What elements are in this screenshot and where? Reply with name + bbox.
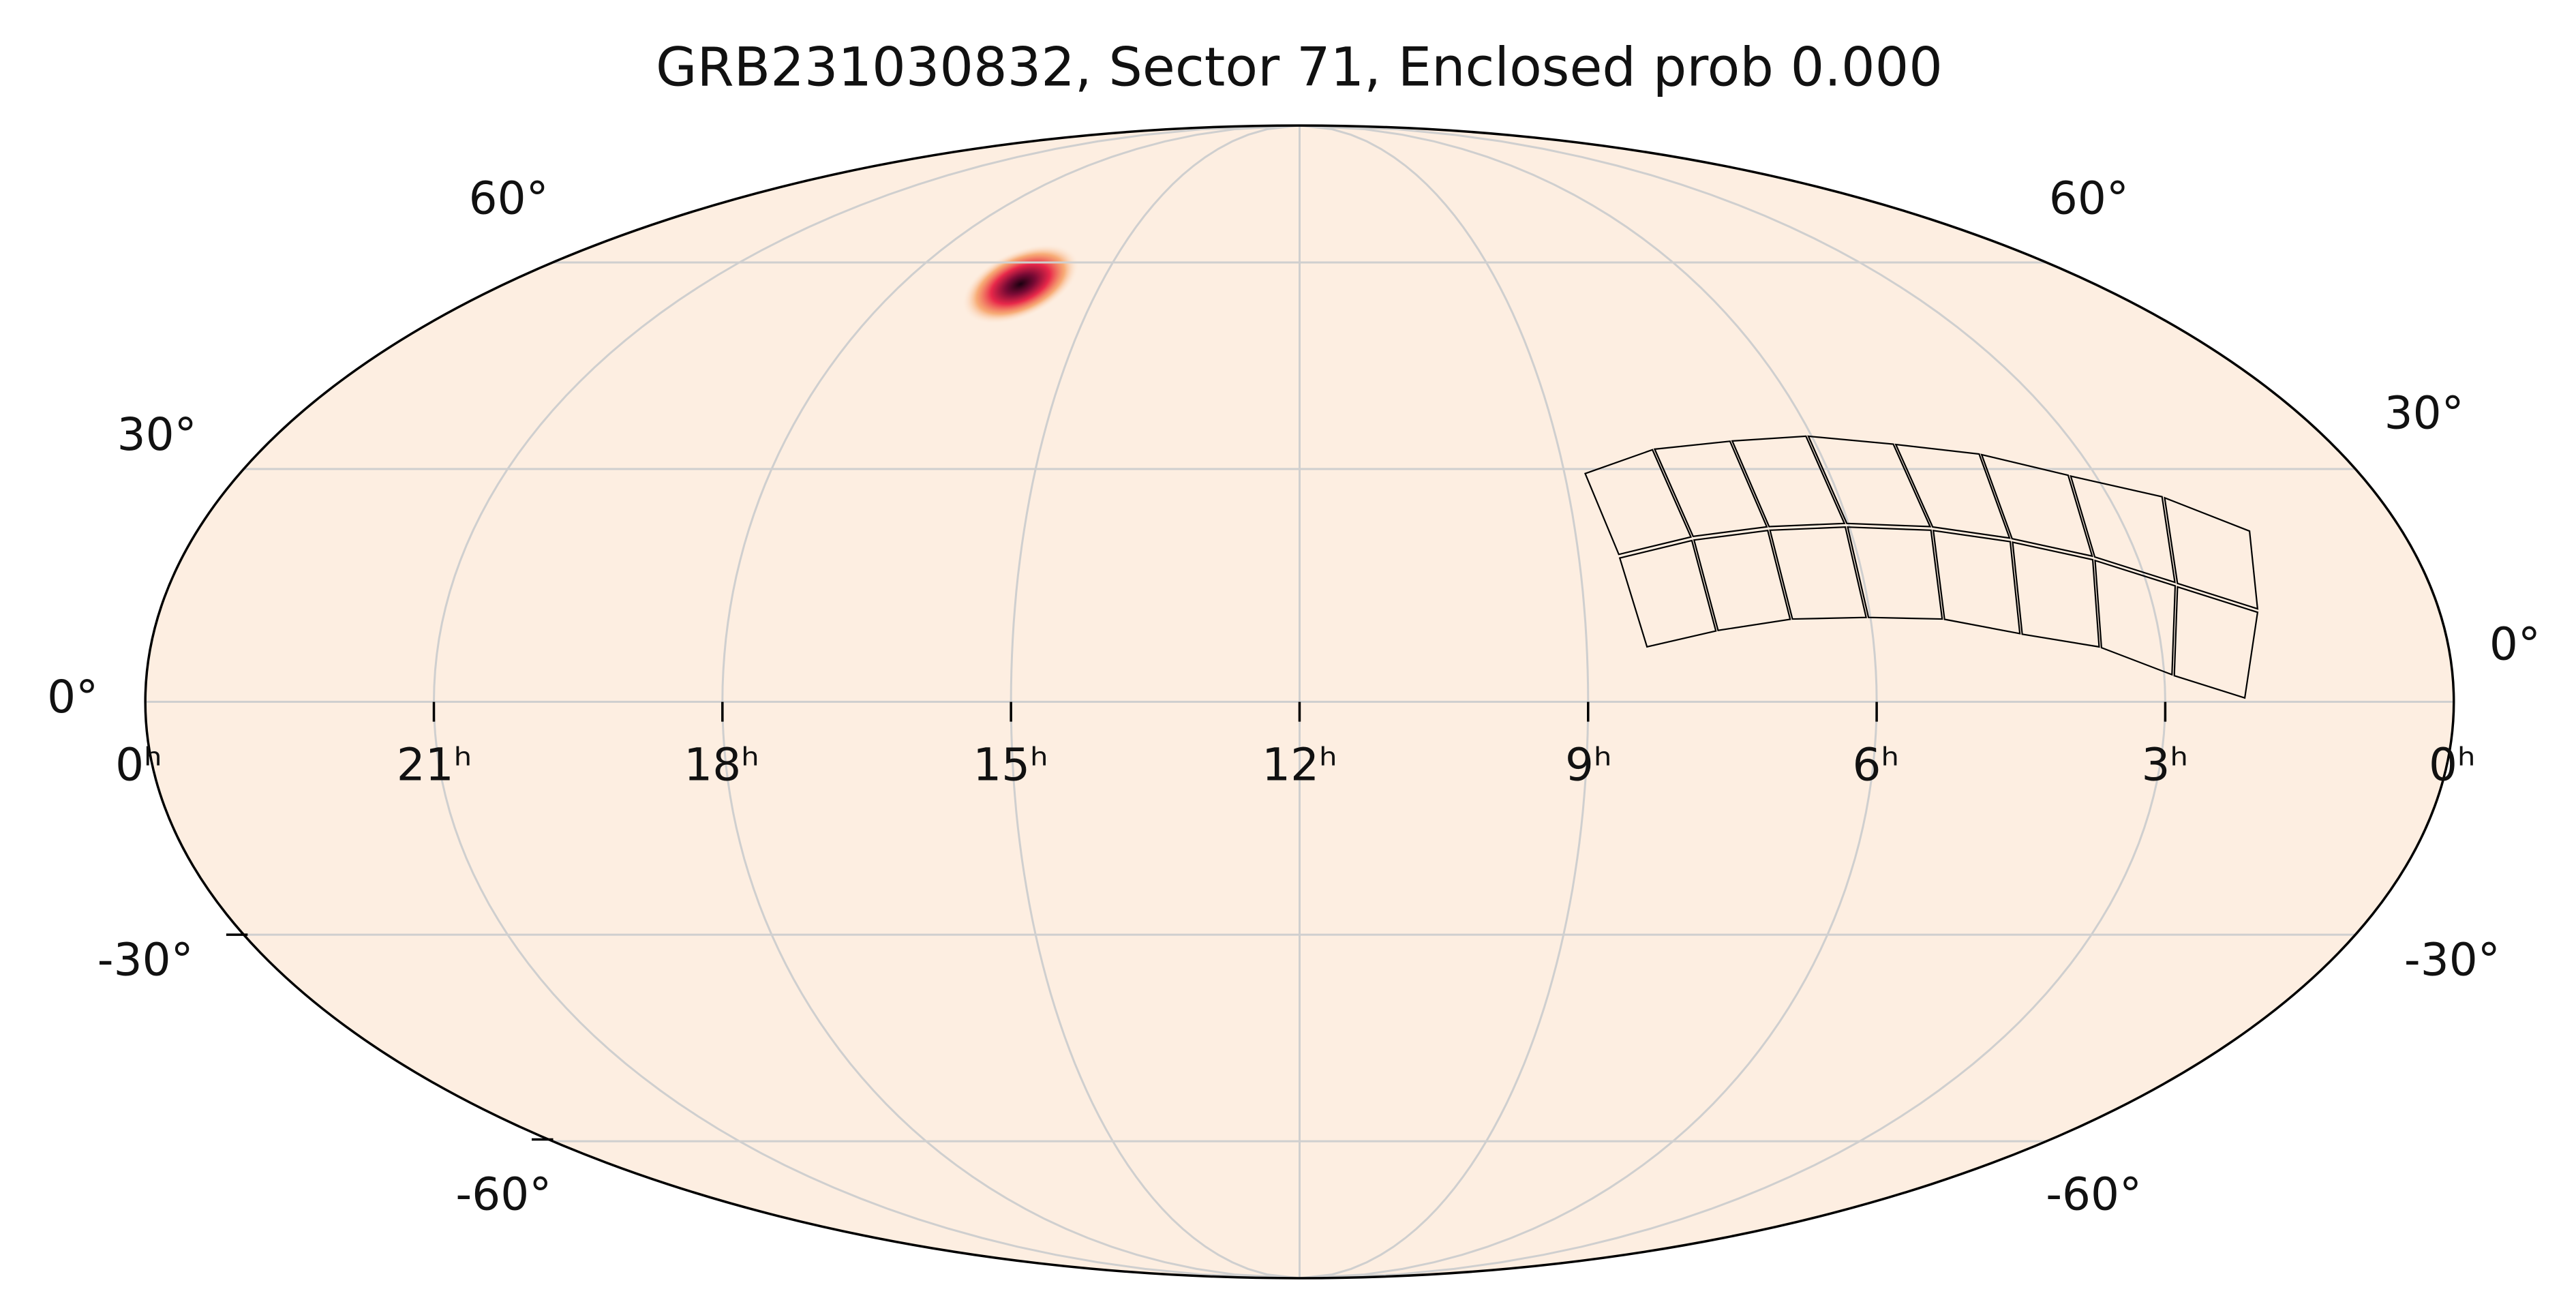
dec-label: 0° [2489, 618, 2541, 671]
tile-footprint [1653, 440, 1768, 537]
dec-label: -30° [2404, 933, 2500, 986]
tile-footprint [2164, 496, 2259, 610]
tile-footprint [1731, 435, 1846, 528]
meridian [721, 124, 1300, 1280]
tile-footprint [1807, 435, 1932, 528]
tile-footprint [1847, 526, 1943, 620]
dec-label: 30° [117, 408, 197, 461]
meridian [1299, 124, 2166, 1280]
dec-label: 0° [47, 671, 98, 723]
ra-label: 12ʰ [1262, 738, 1337, 791]
ra-label: 21ʰ [397, 738, 472, 791]
ra-label: 15ʰ [973, 738, 1048, 791]
map-layers: 0ʰ 21ʰ 18ʰ 15ʰ 12ʰ 9ʰ 6ʰ 3ʰ 0ʰ 60° 30° 0° -30° -60° 60… [47, 124, 2541, 1280]
meridian [1010, 124, 1300, 1280]
meridian [432, 124, 1300, 1280]
ra-label: 0ʰ [115, 738, 162, 791]
dec-label: 30° [2384, 387, 2464, 440]
title: GRB231030832, Sector 71, Enclosed prob 0… [656, 37, 1943, 98]
ra-label: 3ʰ [2141, 738, 2188, 791]
ra-label: 18ʰ [684, 738, 759, 791]
dec-label: -60° [455, 1168, 551, 1220]
dec-label: 60° [2049, 172, 2129, 225]
tile-footprint [2173, 586, 2259, 699]
dec-label: 60° [469, 172, 549, 225]
tile-footprint [2094, 559, 2177, 676]
ra-label: 6ʰ [1853, 738, 1900, 791]
tile-footprint [1693, 529, 1791, 631]
tile-footprint [2012, 541, 2100, 648]
ra-label: 0ʰ [2429, 738, 2476, 791]
tile-footprint [2070, 474, 2176, 584]
tile-footprint [1618, 539, 1717, 648]
tile-footprint [1769, 526, 1867, 620]
dec-label: -30° [97, 933, 194, 986]
meridian [1299, 124, 1590, 1280]
tile-footprint [1584, 449, 1693, 556]
probability-region [962, 243, 1079, 324]
dec-label: -60° [2046, 1168, 2142, 1220]
meridian [1299, 124, 1878, 1280]
tile-footprint [1980, 453, 2093, 558]
tile-footprint [1932, 529, 2021, 635]
tile-footprint [1894, 443, 2011, 539]
ra-label: 9ʰ [1565, 738, 1612, 791]
sky-outline [144, 124, 2455, 1280]
